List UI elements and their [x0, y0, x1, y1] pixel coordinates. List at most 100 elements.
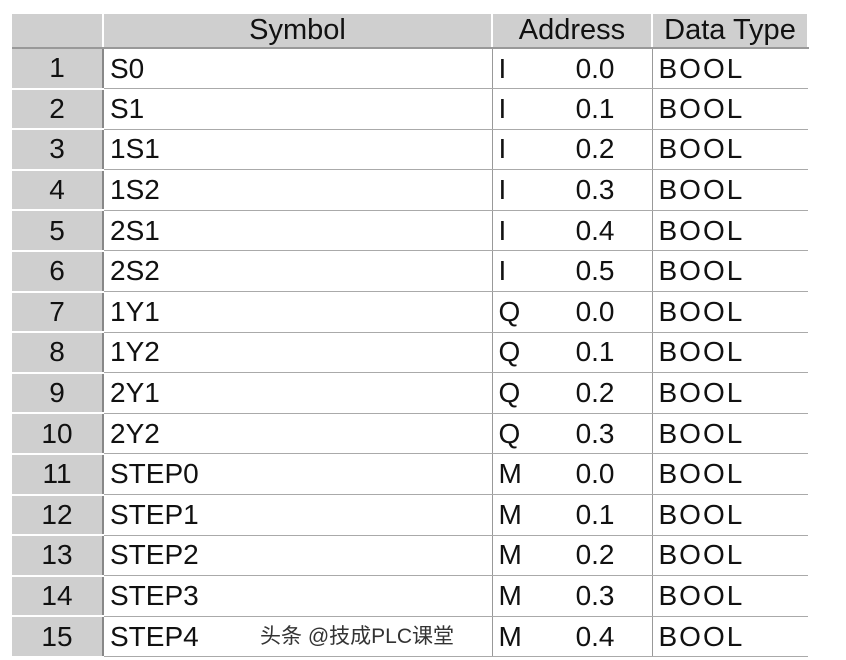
symbol-cell[interactable]: STEP0: [103, 453, 493, 496]
row-number[interactable]: 3: [12, 129, 104, 171]
table-row[interactable]: 15 STEP4 M 0.4 BOOL: [12, 616, 808, 658]
data-type-cell[interactable]: BOOL: [652, 372, 808, 414]
data-type-cell[interactable]: BOOL: [652, 535, 808, 577]
address-offset: 0.2: [575, 377, 615, 409]
table-row[interactable]: 6 2S2 I 0.5 BOOL: [12, 250, 808, 293]
address-cell[interactable]: I 0.4: [492, 210, 653, 252]
address-cell[interactable]: Q 0.3: [492, 413, 653, 455]
header-symbol[interactable]: Symbol: [103, 14, 493, 49]
data-type-cell[interactable]: BOOL: [652, 129, 808, 171]
symbol-cell[interactable]: 1Y1: [103, 291, 493, 333]
table-row[interactable]: 4 1S2 I 0.3 BOOL: [12, 169, 808, 212]
row-number[interactable]: 6: [12, 250, 104, 293]
data-type-cell[interactable]: BOOL: [652, 413, 808, 455]
row-number[interactable]: 4: [12, 169, 104, 212]
symbol-table: Symbol Address Data Type 1 S0 I 0.0 BOOL 2…: [12, 14, 809, 658]
symbol-cell[interactable]: 1S1: [103, 129, 493, 171]
table-row[interactable]: 3 1S1 I 0.2 BOOL: [12, 129, 808, 171]
data-type-cell[interactable]: BOOL: [652, 169, 808, 211]
symbol-cell[interactable]: STEP3: [103, 575, 493, 617]
data-type-cell[interactable]: BOOL: [652, 48, 808, 90]
symbol-cell[interactable]: 2Y1: [103, 372, 493, 414]
table-row[interactable]: 7 1Y1 Q 0.0 BOOL: [12, 291, 808, 334]
table-row[interactable]: 8 1Y2 Q 0.1 BOOL: [12, 332, 808, 374]
address-offset: 0.3: [575, 417, 615, 449]
address-cell[interactable]: I 0.2: [492, 129, 653, 171]
row-number[interactable]: 12: [12, 494, 104, 537]
table-row[interactable]: 10 2Y2 Q 0.3 BOOL: [12, 413, 808, 455]
data-type-cell[interactable]: BOOL: [652, 616, 808, 658]
symbol-cell[interactable]: 2Y2: [103, 413, 493, 455]
row-number[interactable]: 9: [12, 372, 104, 415]
row-number[interactable]: 14: [12, 575, 104, 618]
row-number[interactable]: 11: [12, 453, 104, 496]
header-address[interactable]: Address: [492, 14, 653, 49]
table-row[interactable]: 12 STEP1 M 0.1 BOOL: [12, 494, 808, 537]
row-number[interactable]: 15: [12, 616, 104, 658]
address-cell[interactable]: I 0.1: [492, 88, 653, 130]
address-cell[interactable]: M 0.3: [492, 575, 653, 617]
symbol-cell[interactable]: 2S2: [103, 250, 493, 293]
address-cell[interactable]: I 0.3: [492, 169, 653, 211]
row-number[interactable]: 10: [12, 413, 104, 455]
address-area: Q: [498, 295, 521, 327]
table-row[interactable]: 5 2S1 I 0.4 BOOL: [12, 210, 808, 252]
address-offset: 0.2: [575, 133, 615, 165]
table-row[interactable]: 14 STEP3 M 0.3 BOOL: [12, 575, 808, 618]
address-area: I: [498, 174, 507, 206]
address-offset: 0.4: [575, 214, 615, 246]
row-number[interactable]: 5: [12, 210, 104, 252]
address-cell[interactable]: M 0.4: [492, 616, 653, 658]
row-number[interactable]: 7: [12, 291, 104, 334]
data-type-cell[interactable]: BOOL: [652, 291, 808, 333]
address-cell[interactable]: M 0.2: [492, 535, 653, 577]
data-type-cell[interactable]: BOOL: [652, 494, 808, 536]
address-offset: 0.4: [575, 620, 615, 652]
address-area: I: [498, 52, 507, 84]
table-row[interactable]: 11 STEP0 M 0.0 BOOL: [12, 453, 808, 496]
address-cell[interactable]: M 0.0: [492, 453, 653, 496]
symbol-cell[interactable]: 1Y2: [103, 332, 493, 374]
address-cell[interactable]: Q 0.1: [492, 332, 653, 374]
table-row[interactable]: 1 S0 I 0.0 BOOL: [12, 48, 808, 90]
address-area: I: [498, 255, 507, 287]
address-area: M: [498, 458, 522, 490]
row-number[interactable]: 1: [12, 48, 104, 90]
address-cell[interactable]: I 0.0: [492, 48, 653, 90]
address-area: Q: [498, 417, 521, 449]
symbol-cell[interactable]: S1: [103, 88, 493, 130]
symbol-cell[interactable]: 2S1: [103, 210, 493, 252]
data-type-cell[interactable]: BOOL: [652, 210, 808, 252]
symbol-cell[interactable]: STEP1: [103, 494, 493, 536]
table-row[interactable]: 9 2Y1 Q 0.2 BOOL: [12, 372, 808, 415]
address-offset: 0.1: [575, 92, 615, 124]
data-type-cell[interactable]: BOOL: [652, 575, 808, 617]
address-area: Q: [498, 377, 521, 409]
address-area: M: [498, 620, 522, 652]
header-data-type[interactable]: Data Type: [652, 14, 809, 49]
table-row[interactable]: 2 S1 I 0.1 BOOL: [12, 88, 808, 131]
data-type-cell[interactable]: BOOL: [652, 453, 808, 496]
symbol-cell[interactable]: STEP2: [103, 535, 493, 577]
address-area: M: [498, 580, 522, 612]
data-type-cell[interactable]: BOOL: [652, 332, 808, 374]
data-type-cell[interactable]: BOOL: [652, 250, 808, 293]
data-type-cell[interactable]: BOOL: [652, 88, 808, 130]
row-number[interactable]: 8: [12, 332, 104, 374]
address-cell[interactable]: Q 0.0: [492, 291, 653, 333]
address-area: M: [498, 539, 522, 571]
address-cell[interactable]: I 0.5: [492, 250, 653, 293]
address-cell[interactable]: M 0.1: [492, 494, 653, 536]
address-offset: 0.3: [575, 580, 615, 612]
symbol-cell[interactable]: S0: [103, 48, 493, 90]
address-cell[interactable]: Q 0.2: [492, 372, 653, 414]
row-number[interactable]: 13: [12, 535, 104, 577]
row-number[interactable]: 2: [12, 88, 104, 131]
symbol-cell[interactable]: 1S2: [103, 169, 493, 211]
table-row[interactable]: 13 STEP2 M 0.2 BOOL: [12, 535, 808, 577]
address-offset: 0.0: [575, 458, 615, 490]
symbol-cell[interactable]: STEP4: [103, 616, 493, 658]
address-area: I: [498, 214, 507, 246]
header-corner[interactable]: [12, 14, 104, 49]
header-row: Symbol Address Data Type: [12, 14, 809, 49]
